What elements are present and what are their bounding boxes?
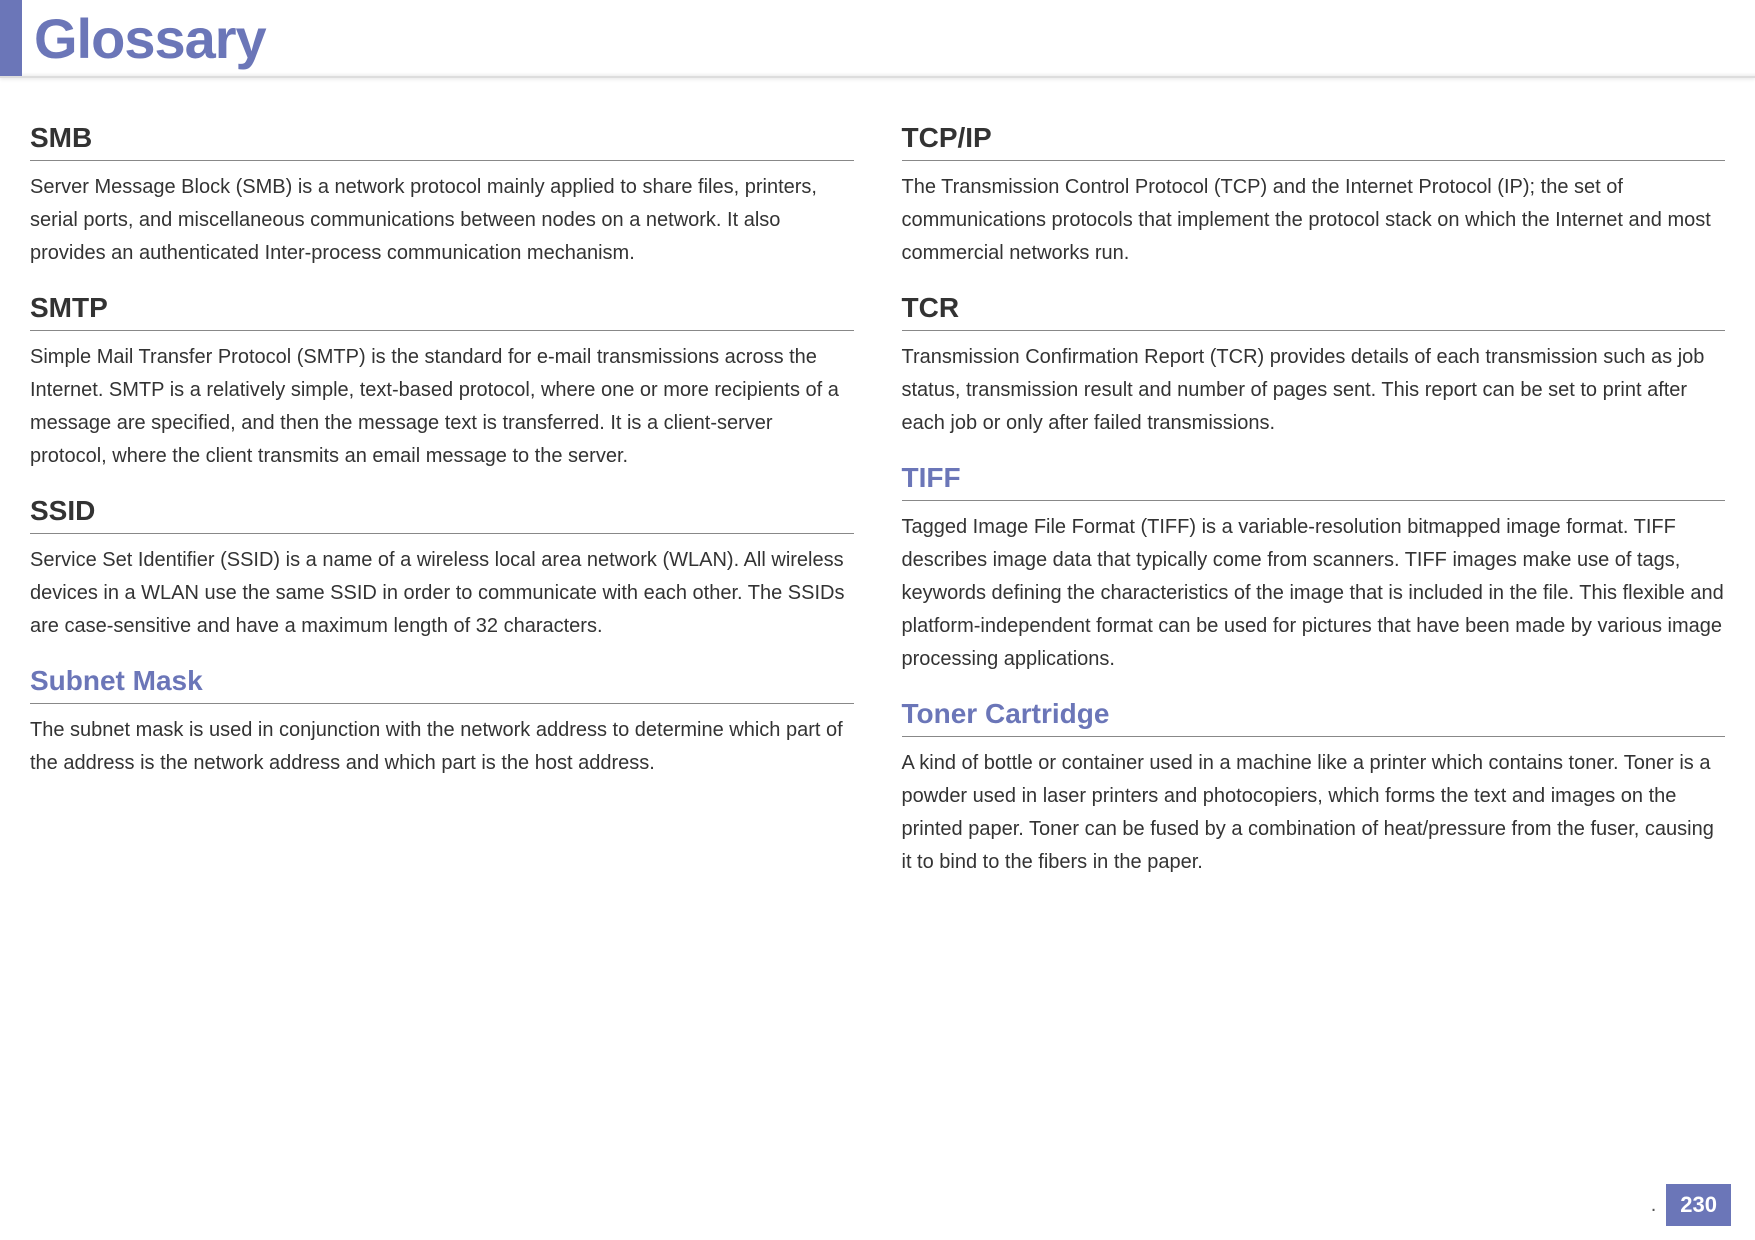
header-accent-bar [0,0,22,76]
term-body-smtp: Simple Mail Transfer Protocol (SMTP) is … [30,341,854,473]
term-heading-toner-cartridge: Toner Cartridge [902,698,1726,737]
term-body-toner-cartridge: A kind of bottle or container used in a … [902,747,1726,879]
term-heading-ssid: SSID [30,495,854,534]
term-heading-subnet-mask: Subnet Mask [30,665,854,704]
term-heading-smb: SMB [30,122,854,161]
term-heading-tcpip: TCP/IP [902,122,1726,161]
term-heading-tiff: TIFF [902,462,1726,501]
page-footer: . 230 [1651,1184,1731,1226]
content-area: SMB Server Message Block (SMB) is a netw… [0,78,1755,879]
page-header: Glossary [0,0,1755,78]
term-body-subnet-mask: The subnet mask is used in conjunction w… [30,714,854,780]
term-body-ssid: Service Set Identifier (SSID) is a name … [30,544,854,643]
page-title: Glossary [22,0,266,76]
right-column: TCP/IP The Transmission Control Protocol… [902,108,1726,879]
term-body-tcr: Transmission Confirmation Report (TCR) p… [902,341,1726,440]
term-body-smb: Server Message Block (SMB) is a network … [30,171,854,270]
left-column: SMB Server Message Block (SMB) is a netw… [30,108,854,879]
term-body-tiff: Tagged Image File Format (TIFF) is a var… [902,511,1726,676]
term-body-tcpip: The Transmission Control Protocol (TCP) … [902,171,1726,270]
footer-dot: . [1651,1194,1657,1217]
page-number: 230 [1666,1184,1731,1226]
term-heading-smtp: SMTP [30,292,854,331]
term-heading-tcr: TCR [902,292,1726,331]
